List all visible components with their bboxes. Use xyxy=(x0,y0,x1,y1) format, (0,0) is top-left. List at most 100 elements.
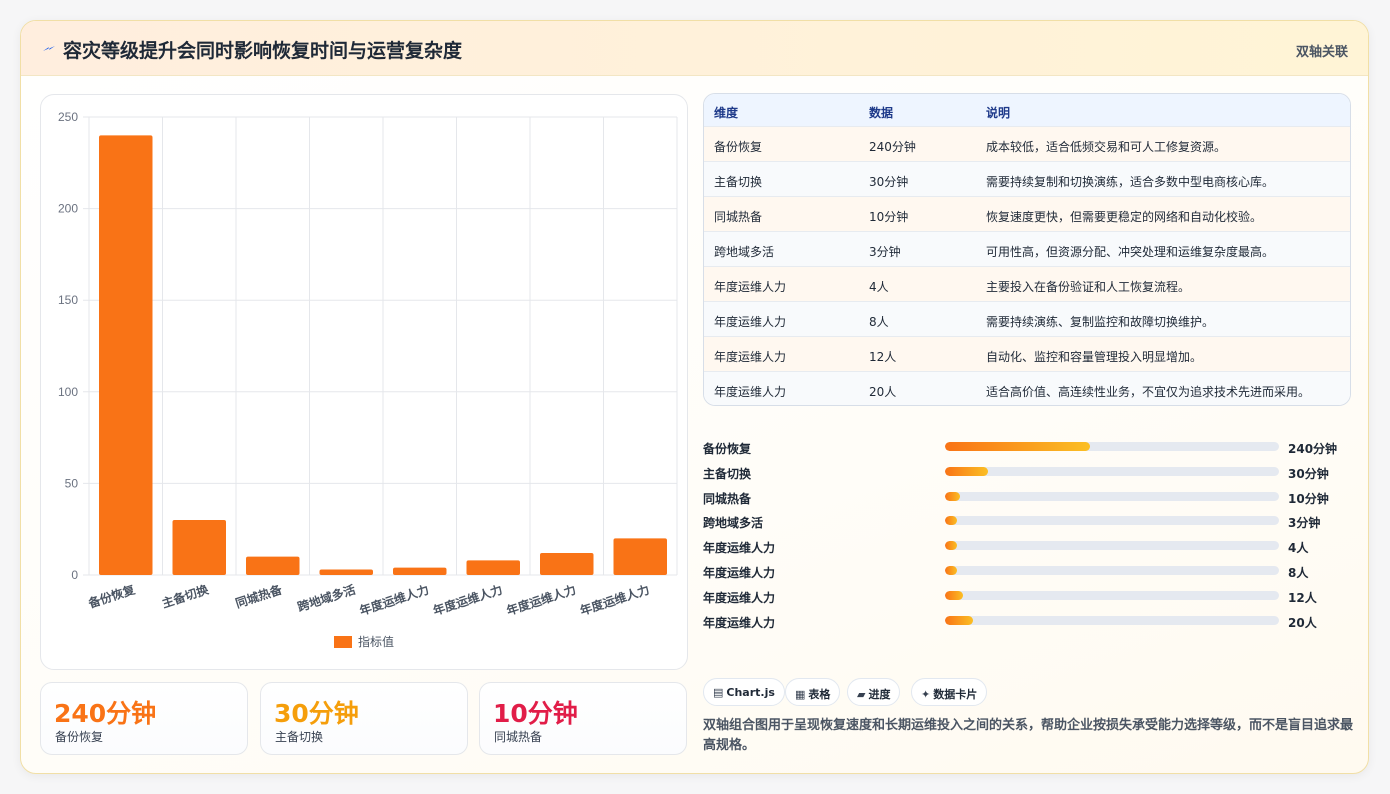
progress-label: 年度运维人力 xyxy=(703,615,776,630)
y-tick-label: 200 xyxy=(58,202,78,216)
table-cell: 自动化、监控和容量管理投入明显增加。 xyxy=(986,350,1203,364)
progress-fill xyxy=(945,491,961,501)
bar-chart-panel: 0 50 100 150 200 250 备份恢复 主备切换 同城热备 跨地域多活 年度运维人力 年度… xyxy=(40,94,688,670)
progress-value: 10分钟 xyxy=(1288,491,1329,506)
x-tick-label: 年度运维人力 xyxy=(431,582,504,619)
chip-label: 表格 xyxy=(808,688,831,701)
x-tick-label: 同城热备 xyxy=(233,581,284,610)
bar xyxy=(540,553,594,575)
description-note: 双轴组合图用于呈现恢复速度和长期运维投入之间的关系，帮助企业按损失承受能力选择等… xyxy=(703,718,1354,753)
kpi-label: 同城热备 xyxy=(494,730,543,744)
bar xyxy=(319,569,373,575)
table-row: 年度运维人力 12人 自动化、监控和容量管理投入明显增加。 xyxy=(704,337,1350,372)
progress-track xyxy=(945,566,1279,575)
table-cell: 可用性高，但资源分配、冲突处理和运维复杂度最高。 xyxy=(986,245,1275,259)
table-cell: 备份恢复 xyxy=(714,140,763,154)
table-cell: 需要持续演练、复制监控和故障切换维护。 xyxy=(986,315,1215,329)
kpi-card-backup: 240分钟 备份恢复 xyxy=(40,682,248,755)
table-cell: 恢复速度更快，但需要更稳定的网络和自动化校验。 xyxy=(986,210,1263,224)
table-row: 备份恢复 240分钟 成本较低，适合低频交易和可人工修复资源。 xyxy=(704,127,1350,162)
progress-value: 12人 xyxy=(1288,590,1317,605)
column-header: 说明 xyxy=(986,106,1011,120)
chip-chart[interactable]: ▤ Chart.js xyxy=(703,678,785,706)
progress-row: 同城热备 10分钟 xyxy=(703,488,1353,508)
progress-fill xyxy=(945,541,957,551)
kpi-value: 10分钟 xyxy=(493,699,578,728)
chip-label: Chart.js xyxy=(726,686,775,699)
bolt-icon xyxy=(43,46,55,51)
progress-label: 同城热备 xyxy=(703,491,752,506)
y-tick-label: 100 xyxy=(58,385,78,399)
table-row: 年度运维人力 8人 需要持续演练、复制监控和故障切换维护。 xyxy=(704,302,1350,337)
y-tick-label: 250 xyxy=(58,110,78,124)
progress-row: 年度运维人力 4人 xyxy=(703,537,1353,557)
table-cell: 年度运维人力 xyxy=(714,315,787,329)
x-tick-label: 年度运维人力 xyxy=(505,582,578,619)
progress-fill xyxy=(945,566,957,575)
progress-fill xyxy=(945,442,1091,451)
kpi-value: 30分钟 xyxy=(274,699,359,728)
progress-value: 3分钟 xyxy=(1288,516,1321,531)
y-tick-label: 150 xyxy=(58,293,78,307)
x-tick-label: 备份恢复 xyxy=(85,581,137,611)
progress-value: 8人 xyxy=(1288,566,1309,580)
table-cell: 20人 xyxy=(869,385,897,399)
progress-track xyxy=(945,442,1279,451)
chip-label: 进度 xyxy=(868,688,891,701)
x-tick-label: 主备切换 xyxy=(160,581,211,610)
chip-table[interactable]: ▦ 表格 xyxy=(785,678,841,706)
y-tick-label: 50 xyxy=(65,476,79,490)
table-cell: 主要投入在备份验证和人工恢复流程。 xyxy=(986,280,1191,294)
table-row: 年度运维人力 4人 主要投入在备份验证和人工恢复流程。 xyxy=(704,267,1350,302)
progress-list: 备份恢复 240分钟 主备切换 30分钟 同城热备 10分钟 跨地域多活 3分钟 年度运维人力 4… xyxy=(703,418,1353,630)
dual-axis-tag: 双轴关联 xyxy=(1295,45,1348,60)
x-tick-label: 年度运维人力 xyxy=(358,582,431,619)
table-cell: 12人 xyxy=(869,350,897,364)
bar xyxy=(172,520,226,575)
progress-fill xyxy=(945,466,989,476)
table-cell: 30分钟 xyxy=(869,175,909,189)
table-cell: 年度运维人力 xyxy=(714,350,787,364)
progress-label: 备份恢复 xyxy=(703,442,752,456)
table-cell: 年度运维人力 xyxy=(714,385,787,399)
chart-icon: ▤ xyxy=(713,686,724,699)
bar xyxy=(613,538,667,575)
progress-track xyxy=(945,615,1279,625)
progress-value: 4人 xyxy=(1288,541,1309,556)
legend-label: 指标值 xyxy=(358,634,394,649)
table-row: 年度运维人力 20人 适合高价值、高连续性业务，不宜仅为追求技术先进而采用。 xyxy=(704,372,1350,405)
progress-label: 主备切换 xyxy=(703,466,752,481)
bar xyxy=(99,135,153,575)
bar xyxy=(246,556,300,575)
table-row: 跨地域多活 3分钟 可用性高，但资源分配、冲突处理和运维复杂度最高。 xyxy=(704,232,1350,267)
chip-progress[interactable]: ▰ 进度 xyxy=(847,678,901,706)
progress-icon: ▰ xyxy=(857,688,866,701)
chip-label: 数据卡片 xyxy=(933,688,978,701)
page-title: 容灾等级提升会同时影响恢复时间与运营复杂度 xyxy=(63,40,463,62)
y-tick-label: 0 xyxy=(71,568,78,582)
progress-fill xyxy=(945,516,957,526)
bar xyxy=(466,560,520,575)
bar xyxy=(393,567,447,575)
progress-row: 跨地域多活 3分钟 xyxy=(703,512,1353,532)
column-header: 数据 xyxy=(869,106,894,120)
header: 容灾等级提升会同时影响恢复时间与运营复杂度 双轴关联 xyxy=(21,21,1368,76)
column-header: 维度 xyxy=(714,106,739,120)
progress-track xyxy=(945,466,1279,476)
table-cell: 年度运维人力 xyxy=(714,280,787,294)
data-table: 维度 数据 说明 备份恢复 240分钟 成本较低，适合低频交易和可人工修复资源。 主备… xyxy=(703,93,1351,406)
progress-row: 年度运维人力 20人 xyxy=(703,612,1353,632)
table-cell: 适合高价值、高连续性业务，不宜仅为追求技术先进而采用。 xyxy=(986,385,1311,399)
table-cell: 需要持续复制和切换演练，适合多数中型电商核心库。 xyxy=(986,175,1275,189)
table-header: 维度 数据 说明 xyxy=(704,94,1350,127)
progress-value: 240分钟 xyxy=(1288,442,1338,456)
sparkle-icon: ✦ xyxy=(921,688,931,701)
table-cell: 4人 xyxy=(869,280,889,294)
chip-sparkle[interactable]: ✦ 数据卡片 xyxy=(911,678,988,706)
main-card: 容灾等级提升会同时影响恢复时间与运营复杂度 双轴关联 0 50 100 150 200 2… xyxy=(20,20,1369,774)
table-cell: 10分钟 xyxy=(869,210,909,224)
progress-label: 年度运维人力 xyxy=(703,566,776,580)
progress-label: 年度运维人力 xyxy=(703,590,776,605)
x-tick-label: 年度运维人力 xyxy=(578,582,651,619)
